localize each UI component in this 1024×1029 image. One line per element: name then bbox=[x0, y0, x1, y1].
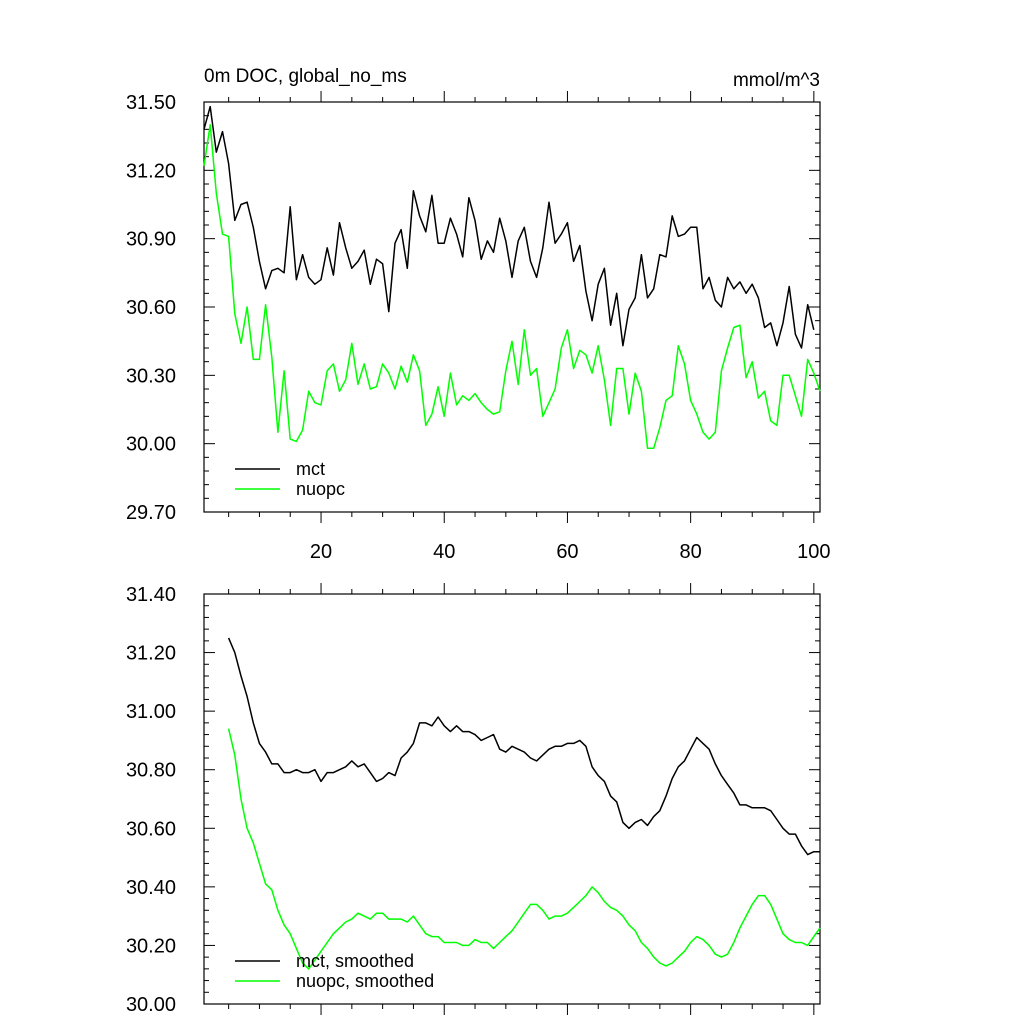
x-tick-label: 20 bbox=[310, 541, 332, 563]
y-tick-label: 31.50 bbox=[126, 92, 176, 114]
x-tick-label: 40 bbox=[433, 541, 455, 563]
y-tick-label: 30.60 bbox=[126, 818, 176, 840]
series-line-nuopc bbox=[203, 124, 821, 449]
series-lines bbox=[227, 637, 821, 970]
legend: mct nuopc bbox=[235, 459, 345, 499]
y-tick-label: 30.30 bbox=[126, 365, 176, 387]
legend-label-nuopc-smoothed: nuopc, smoothed bbox=[296, 971, 434, 991]
y-tick-label: 31.40 bbox=[126, 584, 176, 606]
plot-frame bbox=[203, 593, 821, 1005]
units-label: mmol/m^3 bbox=[733, 70, 820, 91]
y-tick-label: 30.40 bbox=[126, 877, 176, 899]
axis-ticks: 29.70 30.00 30.30 30.60 30.90 31.20 31.50 20 40 6… bbox=[126, 91, 831, 563]
series-line-mct bbox=[203, 105, 815, 349]
y-tick-label: 31.00 bbox=[126, 701, 176, 723]
legend-label-mct: mct bbox=[296, 459, 325, 479]
y-tick-label: 30.90 bbox=[126, 229, 176, 251]
y-tick-label: 30.80 bbox=[126, 760, 176, 782]
series-line-mct-smoothed bbox=[227, 637, 820, 856]
series-lines bbox=[203, 105, 821, 449]
x-tick-label: 60 bbox=[556, 541, 578, 563]
series-line-nuopc-smoothed bbox=[227, 728, 821, 970]
x-tick-label: 100 bbox=[797, 541, 830, 563]
chart-title: 0m DOC, global_no_ms bbox=[204, 66, 407, 87]
y-tick-label: 31.20 bbox=[126, 160, 176, 182]
x-tick-label: 80 bbox=[680, 541, 702, 563]
axis-ticks: 30.00 30.20 30.40 30.60 30.80 31.00 31.20 31.40 bbox=[126, 583, 820, 1016]
bottom-panel: 30.00 30.20 30.40 30.60 30.80 31.00 31.20 31.40… bbox=[126, 583, 821, 1016]
y-tick-label: 31.20 bbox=[126, 643, 176, 665]
legend-label-nuopc: nuopc bbox=[296, 479, 345, 499]
legend-label-mct-smoothed: mct, smoothed bbox=[296, 951, 414, 971]
y-tick-label: 30.60 bbox=[126, 297, 176, 319]
top-panel: 0m DOC, global_no_ms mmol/m^3 29.70 30.00… bbox=[126, 66, 831, 563]
y-tick-label: 30.00 bbox=[126, 994, 176, 1016]
y-tick-label: 30.20 bbox=[126, 935, 176, 957]
legend: mct, smoothed nuopc, smoothed bbox=[235, 951, 434, 991]
y-tick-label: 29.70 bbox=[126, 502, 176, 524]
plot-frame bbox=[203, 101, 821, 513]
y-tick-label: 30.00 bbox=[126, 434, 176, 456]
